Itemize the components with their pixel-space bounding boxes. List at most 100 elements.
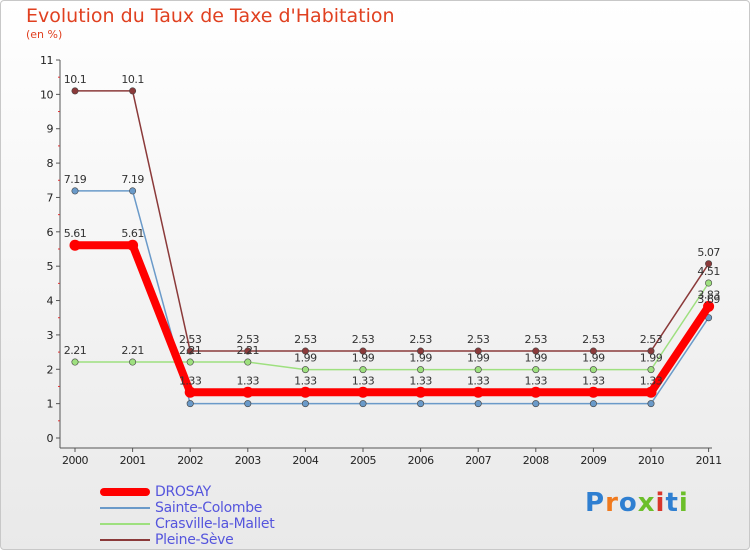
data-label: 3.83 (697, 288, 720, 301)
y-tick-label: 3 (47, 329, 54, 342)
data-point (186, 347, 194, 355)
data-point (647, 366, 655, 374)
x-tick-label: 2005 (350, 454, 376, 467)
data-point (532, 366, 540, 374)
data-label: 1.33 (525, 374, 548, 387)
data-point (299, 386, 311, 398)
data-label: 10.1 (121, 73, 144, 86)
data-point (359, 347, 367, 355)
y-tick-label: 0 (47, 432, 54, 445)
x-tick-label: 2003 (235, 454, 261, 467)
y-tick-label: 1 (47, 398, 54, 411)
data-point (415, 386, 427, 398)
data-label: 5.61 (64, 227, 87, 240)
x-tick-label: 2011 (696, 454, 722, 467)
data-point (647, 400, 655, 408)
data-point (647, 347, 655, 355)
legend-label: Crasville-la-Mallet (155, 516, 275, 532)
data-point (186, 358, 194, 366)
x-tick-label: 2004 (292, 454, 318, 467)
data-label: 2.53 (294, 333, 317, 346)
series-line-drosay (71, 241, 713, 397)
data-point (532, 347, 540, 355)
brand-logo: Proxiti (585, 488, 689, 518)
data-label: 2.21 (64, 344, 87, 357)
data-point (301, 400, 309, 408)
data-point (244, 400, 252, 408)
data-point (129, 87, 137, 95)
data-label: 2.21 (179, 344, 202, 357)
data-point (186, 400, 194, 408)
data-point (645, 386, 657, 398)
data-label: 1.99 (467, 352, 490, 365)
data-point (474, 366, 482, 374)
y-tick-label: 4 (47, 295, 54, 308)
data-label: 2.53 (237, 333, 260, 346)
data-label: 1.99 (352, 352, 375, 365)
data-label: 7.19 (121, 173, 144, 186)
y-tick-label: 10 (40, 88, 53, 101)
y-tick-label: 9 (47, 123, 54, 136)
data-label: 1.99 (525, 352, 548, 365)
legend-label: Sainte-Colombe (155, 500, 263, 516)
legend-swatch (100, 523, 150, 525)
data-label: 1.33 (409, 374, 432, 387)
data-label: 2.53 (352, 333, 375, 346)
line-chart: 0 1 2 3 4 5 6 7 8 9 10 11 2000 2001 2002 2003 2004 2005 20… (40, 54, 722, 467)
x-tick-label: 2010 (638, 454, 664, 467)
x-tick-label: 2001 (120, 454, 146, 467)
series-line-sainte-colombe (74, 190, 710, 405)
x-tick-label: 2002 (177, 454, 203, 467)
data-point (474, 400, 482, 408)
data-label: 2.21 (121, 344, 144, 357)
data-point (129, 187, 137, 195)
x-tick-label: 2006 (408, 454, 434, 467)
legend-swatch (100, 539, 150, 541)
x-tick-label: 2008 (523, 454, 549, 467)
data-point (587, 386, 599, 398)
brand-letter: P (585, 488, 606, 518)
brand-letter: x (637, 488, 656, 518)
data-point (69, 239, 81, 251)
data-point (359, 366, 367, 374)
data-label: 1.99 (409, 352, 432, 365)
x-tick-label: 2009 (580, 454, 606, 467)
data-label: 1.33 (294, 374, 317, 387)
data-label: 7.19 (64, 173, 87, 186)
data-point (417, 366, 425, 374)
data-point (472, 386, 484, 398)
data-label: 1.99 (294, 352, 317, 365)
legend-swatch (100, 507, 150, 509)
data-label: 1.33 (640, 374, 663, 387)
data-point (530, 386, 542, 398)
y-tick-label: 5 (47, 260, 54, 273)
brand-letter: t (665, 488, 679, 518)
data-label: 2.53 (525, 333, 548, 346)
brand-letter: i (655, 488, 666, 518)
y-tick-label: 7 (47, 191, 54, 204)
data-label: 5.61 (121, 227, 144, 240)
y-tick-label: 2 (47, 363, 54, 376)
data-label: 3.69 (697, 293, 720, 306)
brand-letter: o (618, 488, 638, 518)
data-label: 2.53 (179, 333, 202, 346)
data-point (301, 366, 309, 374)
data-point (129, 358, 137, 366)
data-label: 5.07 (697, 246, 720, 259)
data-label: 1.99 (582, 352, 605, 365)
data-point (71, 87, 79, 95)
data-point (71, 358, 79, 366)
data-label: 1.33 (352, 374, 375, 387)
brand-letter: i (678, 488, 689, 518)
data-label: 1.33 (582, 374, 605, 387)
data-point (359, 400, 367, 408)
data-point (357, 386, 369, 398)
y-tick-label: 11 (40, 54, 53, 67)
data-point (589, 366, 597, 374)
y-tick-label: 8 (47, 157, 54, 170)
data-label: 1.33 (467, 374, 490, 387)
data-label: 2.53 (409, 333, 432, 346)
data-point (705, 260, 713, 268)
data-point (244, 358, 252, 366)
data-point (532, 400, 540, 408)
